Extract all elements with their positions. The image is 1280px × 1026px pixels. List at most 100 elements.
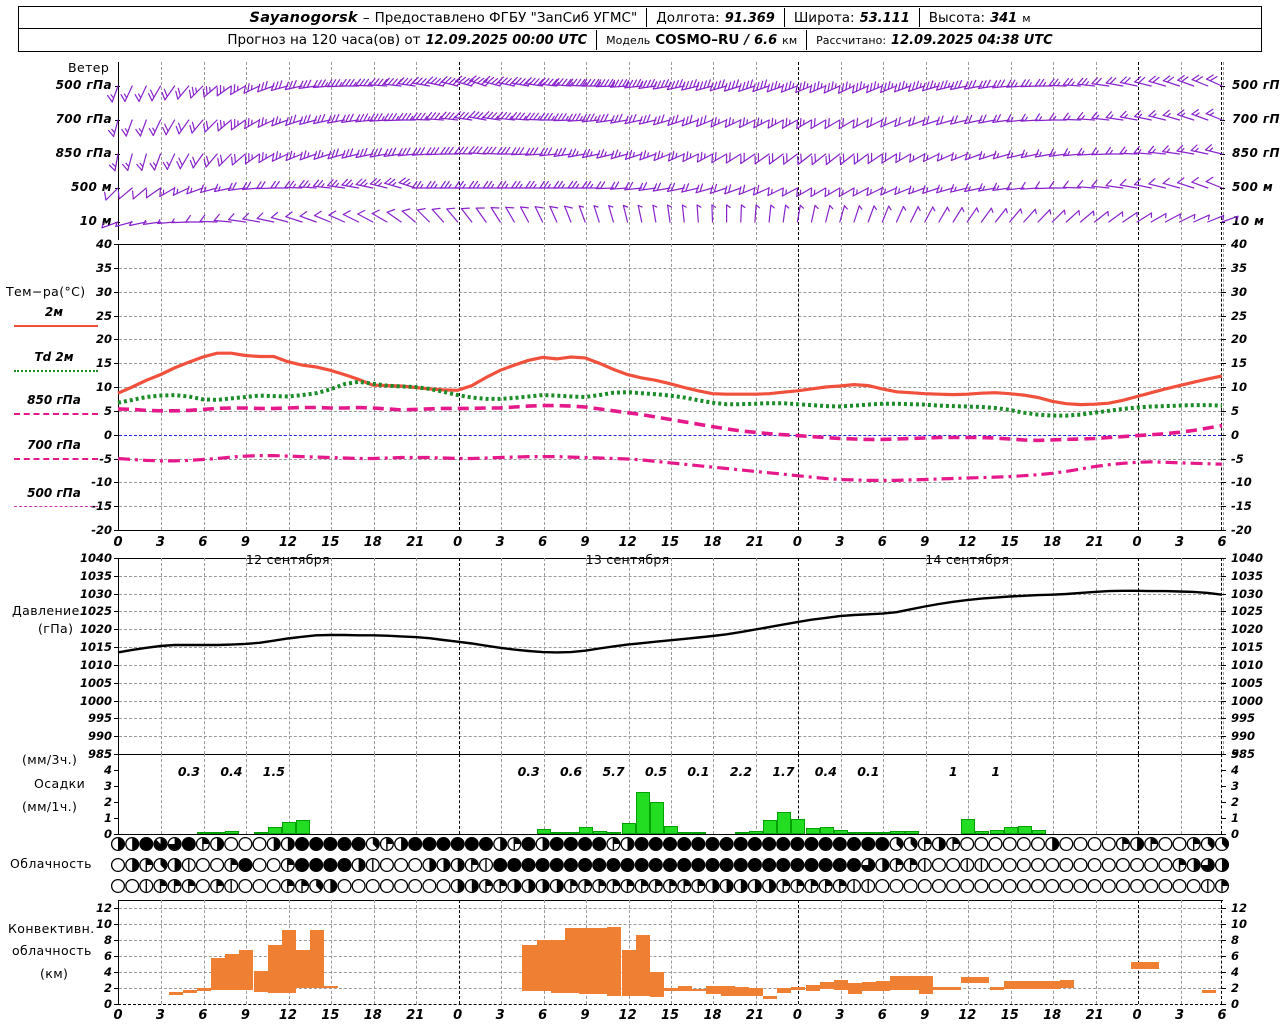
- day-separator-line: [458, 558, 460, 754]
- temperature-axis-tick: [1221, 434, 1226, 436]
- gridline-vertical: [501, 558, 503, 754]
- pressure-ytick-label: 1035: [79, 568, 112, 583]
- gridline-vertical: [203, 62, 205, 240]
- model-segment: Модель COSMO–RU / 6.6 км: [597, 32, 806, 48]
- xaxis-hour-label: 6: [198, 535, 208, 550]
- cloud-row-low: [110, 878, 1230, 894]
- latitude-segment: Широта: 53.111: [785, 10, 919, 26]
- cloud-symbol: [648, 836, 663, 852]
- precipitation-bar: [621, 822, 636, 834]
- cloud-symbol: [1002, 878, 1017, 894]
- pressure-ytick-label-right: 1005: [1231, 675, 1264, 690]
- cloud-symbol: [846, 836, 862, 852]
- gridline-vertical: [373, 244, 375, 530]
- model-separator: /: [744, 33, 750, 48]
- day-separator-line: [458, 754, 460, 834]
- cloud-symbol: [1158, 836, 1173, 852]
- convective-axis-tick: [114, 972, 119, 973]
- cloud-symbol: [563, 878, 578, 894]
- gridline-vertical: [713, 62, 715, 240]
- precipitation-bar: [961, 818, 976, 834]
- precipitation-3h-total: 0.4: [814, 764, 837, 780]
- cloud-symbol: [804, 878, 819, 894]
- gridline-horizontal: [119, 575, 1221, 577]
- gridline-vertical: [543, 754, 545, 834]
- calculated-segment: Рассчитано: 12.09.2025 04:38 UTC: [807, 33, 1062, 48]
- cloud-symbol: [464, 878, 479, 894]
- convective-axis-tick: [1221, 940, 1226, 941]
- temperature-axis-tick: [1221, 482, 1226, 484]
- gridline-horizontal: [119, 611, 1221, 613]
- temperature-panel: 40 40 35 35 30 30 25 25 20 20 15 15 10 10 5 5 0 0 -5 -5 -10-…: [0, 237, 1280, 570]
- convective-bar: [1145, 962, 1160, 969]
- cloud-symbol: [535, 836, 550, 852]
- cloud-symbol: [266, 878, 281, 894]
- cloud-symbol: [365, 857, 380, 873]
- cloud-symbol: [974, 857, 989, 873]
- gridline-vertical: [968, 62, 970, 240]
- temperature-ytick-label: 5: [103, 403, 112, 418]
- altitude-label: Высота:: [928, 9, 986, 26]
- convective-axis-tick: [114, 924, 119, 925]
- cloud-symbol: [1214, 836, 1230, 852]
- cloud-symbol: [662, 857, 678, 873]
- cloud-symbol: [578, 857, 593, 873]
- xaxis-hour-label: 21: [406, 535, 425, 550]
- gridline-vertical: [501, 62, 503, 240]
- convective-ytick-label: 0: [103, 997, 112, 1011]
- longitude-label: Долгота:: [656, 9, 720, 26]
- cloud-symbol: [974, 836, 989, 852]
- pressure-axis-tick: [114, 611, 119, 613]
- temperature-ytick-label-right: 25: [1231, 308, 1248, 323]
- gridline-vertical: [203, 558, 205, 754]
- gridline-vertical: [586, 754, 588, 834]
- pressure-ytick-label: 990: [87, 729, 112, 744]
- gridline-vertical: [1180, 558, 1182, 754]
- convective-bar: [225, 954, 240, 991]
- pressure-axis-tick: [1221, 558, 1226, 559]
- xaxis-hour-label: 3: [155, 535, 165, 550]
- temperature-ytick-label: 35: [95, 260, 112, 275]
- cloud-symbol: [408, 857, 423, 873]
- convective-bar: [989, 987, 1004, 990]
- precipitation-bar: [748, 830, 763, 834]
- gridline-horizontal: [119, 647, 1221, 649]
- gridline-vertical: [543, 62, 545, 240]
- temperature-ytick-label-right: -15: [1231, 499, 1252, 514]
- cloud-symbol: [1200, 878, 1215, 894]
- precipitation-bar: [564, 832, 579, 834]
- xaxis-hour-label: 0: [792, 535, 802, 550]
- temperature-axis-tick: [114, 315, 119, 317]
- cloud-symbol: [592, 836, 607, 852]
- temperature-axis-tick: [1221, 363, 1226, 365]
- day-separator-line: [798, 558, 800, 754]
- wind-axis-tick: [1220, 120, 1225, 121]
- gridline-vertical: [1053, 900, 1055, 1004]
- convective-bar: [890, 976, 905, 990]
- cloud-symbol: [846, 878, 862, 894]
- cloud-symbol: [351, 836, 366, 852]
- cloud-symbol: [450, 836, 465, 852]
- cloud-symbol: [422, 836, 437, 852]
- precipitation-bar: [607, 832, 622, 834]
- precipitation-axis-tick: [1221, 754, 1226, 755]
- gridline-vertical: [1180, 900, 1182, 1004]
- pressure-curve: [117, 589, 1223, 654]
- precipitation-3h-total: 0.3: [517, 764, 540, 780]
- pressure-axis-tick: [114, 718, 119, 720]
- pressure-axis-tick: [1221, 682, 1226, 684]
- cloud-symbol: [379, 878, 394, 894]
- convective-bar: [819, 981, 834, 989]
- cloud-symbol: [1101, 857, 1116, 873]
- gridline-vertical: [925, 558, 927, 754]
- convective-bar: [281, 929, 296, 993]
- xaxis-hour-label: 9: [920, 535, 930, 550]
- precipitation-bar: [536, 829, 551, 834]
- wind-axis-tick: [1220, 86, 1225, 87]
- cloud-symbol: [351, 857, 366, 873]
- precipitation-bar: [281, 821, 296, 834]
- convective-ytick-label-right: 12: [1231, 901, 1248, 915]
- cloud-symbol: [733, 857, 748, 873]
- forecast-segment: Прогноз на 120 часа(ов) от 12.09.2025 00…: [218, 32, 596, 48]
- precipitation-3h-total: 1: [948, 764, 958, 780]
